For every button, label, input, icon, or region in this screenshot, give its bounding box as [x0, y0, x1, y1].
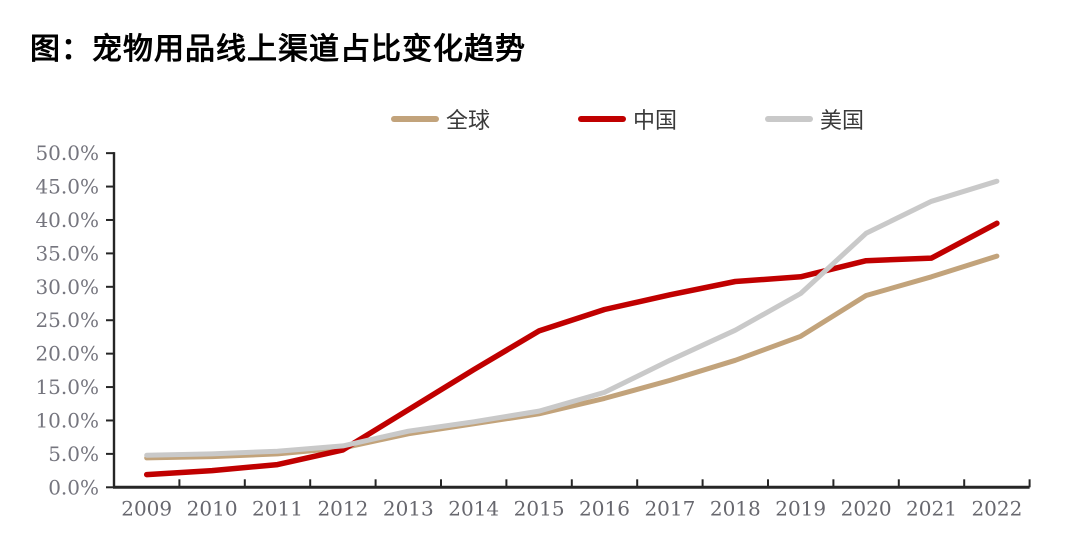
legend-label: 中国: [633, 109, 678, 134]
x-axis-label: 2016: [579, 496, 630, 520]
legend-item: 全球: [391, 103, 490, 135]
x-axis-label: 2010: [187, 496, 238, 520]
y-axis-label: 30.0%: [35, 275, 99, 299]
y-axis-label: 10.0%: [35, 408, 99, 432]
y-axis-label: 20.0%: [35, 342, 99, 366]
x-axis-label: 2018: [710, 496, 761, 520]
legend-swatch: [578, 116, 627, 122]
y-axis-label: 40.0%: [35, 208, 99, 232]
legend-item: 美国: [765, 103, 864, 135]
legend-label: 全球: [446, 109, 491, 134]
chart-title: 图：宠物用品线上渠道占比变化趋势: [30, 32, 526, 67]
x-axis-label: 2014: [448, 496, 499, 520]
legend-item: 中国: [578, 103, 677, 135]
legend: 全球 中国 美国: [391, 103, 864, 135]
y-axis-label: 15.0%: [35, 375, 99, 399]
x-axis-label: 2013: [383, 496, 434, 520]
legend-swatch: [765, 116, 814, 122]
x-axis-label: 2020: [841, 496, 892, 520]
x-axis-label: 2015: [514, 496, 565, 520]
y-axis-label: 50.0%: [35, 141, 99, 165]
series-line-美国: [144, 178, 1000, 458]
y-axis-label: 25.0%: [35, 308, 99, 332]
series-line-全球: [144, 253, 1000, 461]
x-axis-label: 2012: [317, 496, 368, 520]
x-axis-label: 2019: [775, 496, 826, 520]
x-axis-label: 2017: [644, 496, 695, 520]
x-axis-label: 2011: [252, 496, 303, 520]
y-axis-label: 5.0%: [48, 442, 99, 466]
x-axis-label: 2022: [971, 496, 1022, 520]
legend-swatch: [391, 116, 439, 122]
series-line-中国: [143, 220, 1000, 478]
legend-label: 美国: [820, 109, 865, 134]
y-axis-label: 45.0%: [35, 175, 99, 199]
y-axis-label: 0.0%: [48, 475, 99, 499]
x-axis-label: 2021: [906, 496, 957, 520]
x-axis-label: 2009: [121, 496, 172, 520]
y-axis-label: 35.0%: [35, 241, 99, 265]
